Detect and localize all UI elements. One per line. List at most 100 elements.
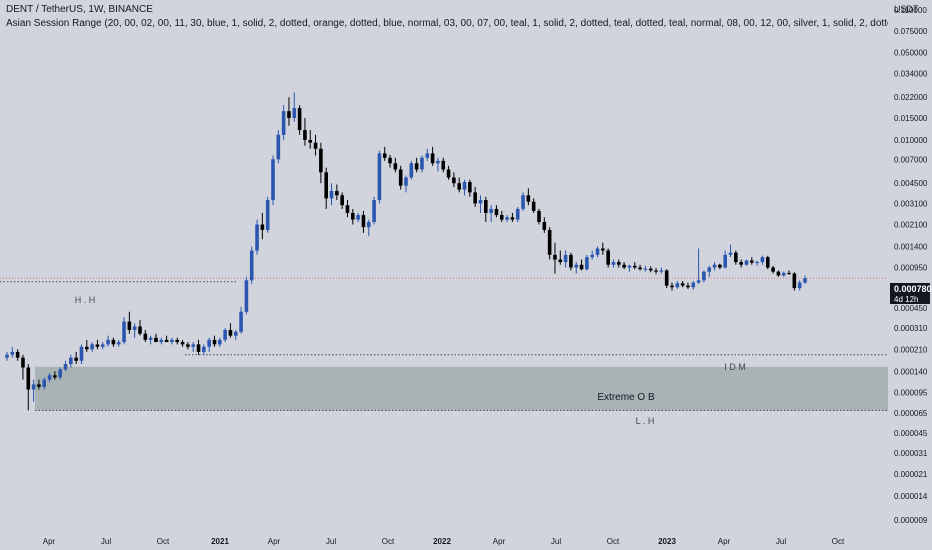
candle	[425, 148, 430, 161]
candle-body	[127, 321, 132, 330]
indicator-legend[interactable]: Asian Session Range (20, 00, 02, 00, 11,…	[6, 18, 888, 29]
candle-body	[750, 260, 754, 263]
candle-body	[484, 200, 488, 213]
y-tick-label: 0.000021	[894, 470, 928, 479]
candle-body	[409, 163, 414, 178]
candle-body	[372, 200, 376, 222]
candle-body	[648, 268, 653, 271]
candle	[345, 200, 350, 218]
candle-body	[100, 344, 105, 347]
candle-body	[478, 200, 483, 204]
candle	[585, 254, 589, 271]
candle-body	[340, 195, 344, 206]
candle-body	[611, 262, 616, 265]
y-tick-label: 0.000065	[894, 409, 928, 418]
candle	[686, 282, 690, 289]
candle-body	[255, 224, 259, 251]
candle-body	[79, 346, 84, 361]
x-tick-label: Oct	[607, 537, 620, 546]
y-tick-label: 0.000009	[894, 516, 928, 525]
y-tick-label: 0.000450	[894, 304, 928, 313]
candle	[138, 320, 142, 336]
candle-body	[468, 182, 472, 193]
x-tick-label: Apr	[43, 537, 56, 546]
candle-body	[473, 192, 477, 204]
candle	[207, 337, 211, 352]
x-tick-label: 2022	[433, 537, 451, 546]
candle-body	[398, 169, 403, 186]
candle	[366, 219, 371, 236]
candle	[196, 339, 201, 355]
candle	[792, 272, 797, 291]
candle	[329, 183, 334, 206]
candle-body	[313, 142, 318, 149]
idm-label: I D M	[724, 362, 746, 372]
candle	[303, 117, 307, 146]
candle-body	[53, 375, 57, 378]
candle	[760, 255, 765, 265]
candle	[53, 371, 57, 380]
x-axis[interactable]: Apr Jul Oct 2021 Apr Jul Oct 2022 Apr Jul Oct 2023 A…	[43, 537, 845, 546]
y-tick-label: 0.003100	[894, 199, 928, 208]
candle	[351, 208, 355, 225]
candle	[233, 329, 238, 340]
candle-body	[69, 357, 73, 365]
candle	[388, 154, 392, 168]
candle-body	[744, 260, 749, 265]
candle	[122, 317, 126, 345]
candle	[85, 339, 89, 352]
candle-body	[345, 205, 350, 213]
candle-body	[462, 182, 467, 190]
candle	[244, 276, 249, 315]
candle-body	[26, 367, 31, 390]
y-tick-label: 0.000950	[894, 264, 928, 273]
annotations-layer: H . H I D M Extreme O B L . H	[75, 295, 746, 426]
candle	[776, 270, 781, 277]
candle-body	[728, 252, 733, 255]
candle-body	[308, 139, 313, 143]
lh-label: L . H	[636, 416, 655, 426]
candle	[505, 215, 509, 222]
candle-body	[138, 326, 142, 334]
candle	[574, 262, 579, 274]
candle-body	[196, 344, 201, 352]
candle-body	[430, 153, 435, 164]
candle	[734, 250, 738, 265]
candle	[680, 281, 685, 288]
candle	[377, 150, 382, 204]
candle-body	[95, 344, 100, 347]
y-tick-label: 0.034000	[894, 70, 928, 79]
candle-body	[319, 148, 323, 173]
candle	[143, 329, 148, 343]
candle	[702, 270, 706, 283]
candle	[771, 265, 775, 274]
candle	[398, 165, 403, 190]
candle-body	[797, 282, 802, 289]
candle-body	[276, 134, 281, 160]
candle	[90, 342, 94, 352]
candles-layer	[5, 92, 807, 411]
candle	[186, 342, 190, 350]
candle	[164, 335, 169, 343]
y-axis[interactable]: 0.110000 0.075000 0.050000 0.034000 0.022000…	[894, 6, 928, 525]
candle-body	[781, 272, 786, 276]
candle	[170, 337, 174, 345]
candle	[15, 349, 20, 361]
candle	[675, 281, 680, 289]
candle	[69, 354, 73, 368]
candle	[553, 242, 557, 274]
candle	[531, 198, 536, 213]
x-tick-label: Jul	[101, 537, 111, 546]
order-block-layer	[35, 366, 888, 411]
candle-body	[755, 262, 759, 264]
candle-body	[377, 153, 382, 201]
candle-body	[239, 311, 243, 332]
candle-body	[696, 280, 701, 283]
candle-body	[207, 339, 211, 347]
candle	[654, 268, 658, 275]
candle-body	[382, 153, 387, 158]
y-tick-label: 0.015000	[894, 114, 928, 123]
candle	[781, 271, 786, 277]
candle	[281, 105, 286, 140]
